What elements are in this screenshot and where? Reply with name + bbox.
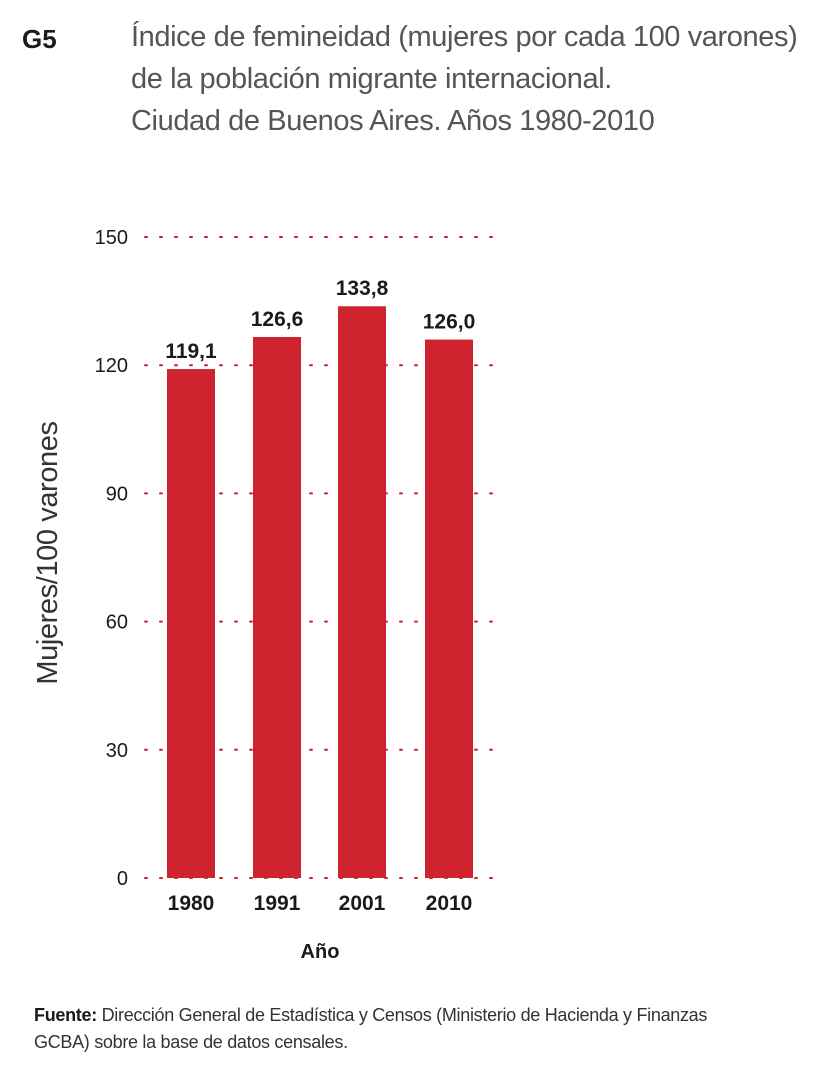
bar-value-label: 126,6 — [251, 308, 304, 331]
bar-2010 — [425, 339, 473, 878]
y-tick-label: 60 — [106, 612, 128, 634]
y-tick-label: 120 — [95, 355, 128, 377]
bars: 119,1 126,6 133,8 126,0 — [165, 277, 476, 879]
y-tick-label: 30 — [106, 740, 128, 762]
x-tick-label: 1991 — [254, 892, 301, 915]
y-tick-label: 150 — [95, 227, 128, 249]
x-tick-label: 2010 — [426, 892, 473, 915]
x-axis-ticks: 1980 1991 2001 2010 — [168, 892, 473, 915]
bar-value-label: 119,1 — [165, 340, 217, 363]
chart-title: Índice de femineidad (mujeres por cada 1… — [131, 16, 821, 142]
x-tick-label: 1980 — [168, 892, 215, 915]
bar-1980 — [167, 369, 215, 878]
chart-title-line-1: Índice de femineidad (mujeres por cada 1… — [131, 21, 798, 53]
x-axis-label: Año — [301, 941, 340, 963]
bar-1991 — [253, 336, 301, 879]
source-text: Dirección General de Estadística y Censo… — [34, 1005, 708, 1052]
x-tick-label: 2001 — [339, 892, 386, 915]
source-note: Fuente: Dirección General de Estadística… — [34, 1002, 734, 1056]
y-axis-ticks: 0 30 60 90 120 150 — [95, 227, 128, 890]
source-label: Fuente: — [34, 1005, 97, 1025]
y-tick-label: 90 — [106, 483, 128, 505]
bar-2001 — [338, 306, 386, 878]
figure-label: G5 — [22, 24, 57, 54]
y-tick-label: 0 — [117, 868, 128, 890]
chart-title-line-3: Ciudad de Buenos Aires. Años 1980-2010 — [131, 105, 655, 137]
bar-value-label: 126,0 — [423, 311, 476, 334]
chart-title-line-2: de la población migrante internacional. — [131, 63, 612, 95]
y-axis-label: Mujeres/100 varones — [32, 421, 64, 684]
bar-value-label: 133,8 — [336, 277, 389, 300]
